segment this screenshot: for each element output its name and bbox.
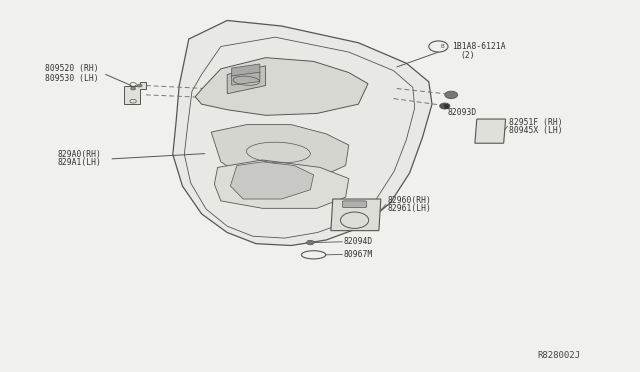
Text: 82960(RH): 82960(RH): [387, 196, 431, 205]
Text: 1B1A8-6121A: 1B1A8-6121A: [452, 42, 506, 51]
Polygon shape: [184, 37, 415, 238]
Text: 829A1(LH): 829A1(LH): [58, 158, 102, 167]
Polygon shape: [124, 82, 146, 104]
Polygon shape: [227, 66, 266, 94]
Polygon shape: [214, 160, 349, 208]
Circle shape: [131, 87, 136, 90]
Text: 829A0(RH): 829A0(RH): [58, 150, 102, 159]
Text: 82961(LH): 82961(LH): [387, 204, 431, 213]
Text: 809530 (LH): 809530 (LH): [45, 74, 99, 83]
Polygon shape: [230, 162, 314, 199]
Circle shape: [440, 103, 450, 109]
Text: 82951F (RH): 82951F (RH): [509, 118, 563, 126]
Circle shape: [445, 91, 458, 99]
Text: 82094D: 82094D: [344, 237, 373, 246]
Polygon shape: [173, 20, 432, 246]
Text: 80945X (LH): 80945X (LH): [509, 126, 563, 135]
Circle shape: [307, 240, 314, 245]
FancyBboxPatch shape: [342, 201, 367, 208]
Text: 80967M: 80967M: [344, 250, 373, 259]
Text: 82093D: 82093D: [448, 108, 477, 117]
Text: 809520 (RH): 809520 (RH): [45, 64, 99, 73]
Polygon shape: [232, 72, 260, 85]
Text: (2): (2): [461, 51, 476, 60]
Text: B: B: [440, 44, 444, 49]
Polygon shape: [475, 119, 506, 143]
Polygon shape: [232, 64, 260, 77]
Polygon shape: [211, 125, 349, 180]
Polygon shape: [444, 104, 448, 108]
Text: R828002J: R828002J: [538, 351, 580, 360]
Polygon shape: [331, 199, 381, 231]
Polygon shape: [195, 58, 368, 115]
Circle shape: [137, 84, 142, 87]
